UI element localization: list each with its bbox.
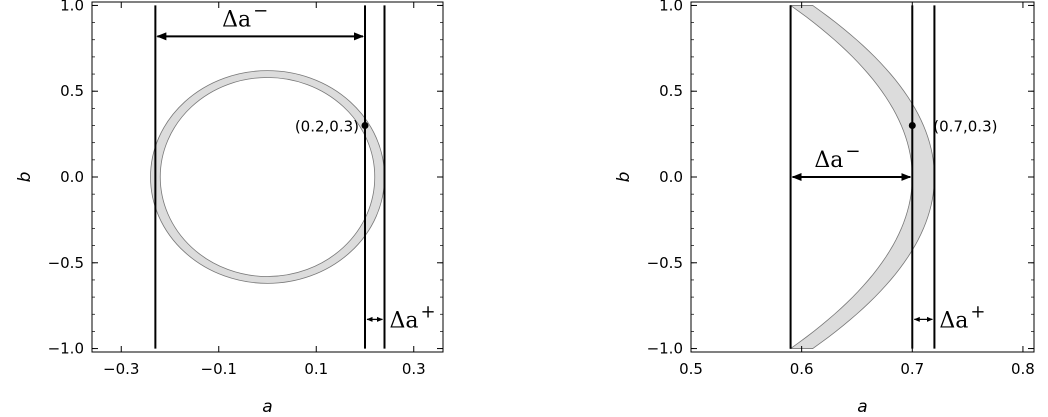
x-tick-label: 0.8	[1011, 360, 1035, 378]
y-tick-label: 0.5	[659, 82, 683, 100]
data-point	[361, 122, 369, 130]
x-tick-label: −0.3	[103, 360, 139, 378]
data-point	[908, 122, 916, 130]
y-axis-title: b	[614, 172, 634, 183]
x-tick-label: 0.6	[790, 360, 814, 378]
point-label: (0.2,0.3)	[295, 118, 359, 136]
delta-plus-label: Δa +	[390, 301, 436, 333]
point-label: (0.7,0.3)	[933, 118, 997, 136]
delta-plus-sup: +	[421, 301, 436, 322]
y-tick-label: 0.5	[60, 82, 84, 100]
y-tick-label: 1.0	[659, 0, 683, 14]
delta-minus-label: Δa −	[814, 141, 860, 173]
x-tick-label: 0.7	[900, 360, 924, 378]
delta-minus-label: Δa −	[222, 0, 268, 32]
y-tick-label: 1.0	[60, 0, 84, 14]
x-axis-title: a	[857, 397, 867, 417]
y-axis-title: b	[15, 172, 35, 183]
delta-plus-label: Δa +	[939, 301, 985, 333]
x-tick-label: 0.5	[679, 360, 703, 378]
delta-plus-sup: +	[970, 301, 985, 322]
y-tick-label: 0.0	[60, 168, 84, 186]
y-tick-label: −1.0	[48, 340, 84, 358]
y-tick-label: −0.5	[48, 254, 84, 272]
delta-minus-sup: −	[845, 141, 860, 162]
chart-panel-2: 1.0 0.5 0.0 −0.5 −1.0 0.5 0.6 0.7 0.8 a b Δa − Δa + (0.…	[614, 0, 1035, 417]
x-tick-label: 0.1	[304, 360, 328, 378]
x-tick-label: −0.1	[201, 360, 237, 378]
x-axis-title: a	[262, 397, 272, 417]
y-tick-label: −0.5	[647, 254, 683, 272]
chart-panel-1: 1.0 0.5 0.0 −0.5 −1.0 −0.3 −0.1 0.1 0.3 a b Δa − Δa + (…	[15, 0, 444, 417]
x-tick-label: 0.3	[402, 360, 426, 378]
delta-minus-sup: −	[253, 0, 268, 21]
y-tick-label: 0.0	[659, 168, 683, 186]
y-tick-label: −1.0	[647, 340, 683, 358]
crescent-region	[789, 5, 935, 349]
annulus-region	[150, 70, 385, 284]
plot-frame	[91, 1, 444, 353]
